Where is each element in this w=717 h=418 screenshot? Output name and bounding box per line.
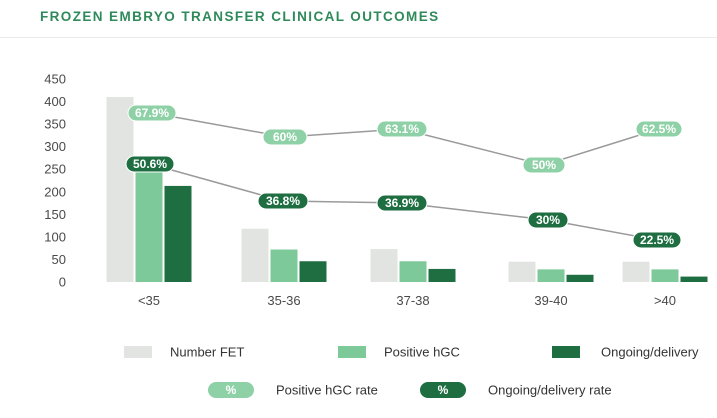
bar	[270, 249, 298, 282]
rate-label: 36.8%	[266, 194, 300, 208]
legend-swatch	[552, 346, 580, 358]
bar	[680, 276, 708, 282]
legend-swatch	[338, 346, 366, 358]
y-tick-label: 450	[44, 72, 66, 87]
legend-label: Number FET	[170, 345, 244, 360]
rate-label-pill	[527, 211, 569, 229]
rate-label: 36.9%	[385, 196, 419, 210]
rate-label-pill	[125, 155, 175, 173]
y-tick-label: 50	[52, 252, 66, 267]
legend-marker-symbol: %	[226, 383, 237, 397]
rate-label-pill	[632, 231, 682, 249]
bar	[106, 97, 134, 283]
bar	[399, 261, 427, 282]
rate-label-pill	[376, 120, 428, 138]
y-tick-label: 150	[44, 207, 66, 222]
rate-label: 63.1%	[385, 122, 419, 136]
bar	[135, 156, 163, 282]
rate-label-pill	[376, 194, 428, 212]
y-tick-label: 300	[44, 139, 66, 154]
legend-swatch	[420, 382, 466, 398]
rate-label: 60%	[273, 130, 297, 144]
rate-label-pill	[262, 128, 308, 146]
y-axis: 0 50 100 150 200 250 300 350 400 450	[44, 72, 66, 290]
legend-marker-symbol: %	[438, 383, 449, 397]
rate-label: 22.5%	[640, 233, 674, 247]
rate-label: 50.6%	[133, 157, 167, 171]
legend-label: Ongoing/delivery rate	[488, 383, 612, 398]
x-tick-label: 39-40	[534, 293, 567, 308]
bar	[428, 268, 456, 282]
bar	[651, 269, 679, 282]
legend-label: Ongoing/delivery	[601, 345, 699, 360]
rate-label: 30%	[536, 213, 560, 227]
legend-label: Positive hGC	[384, 345, 460, 360]
legend-swatch	[124, 346, 152, 358]
x-tick-label: >40	[654, 293, 676, 308]
rate-lines: 67.9% 60% 63.1% 50% 62.5% 50.6% 36.8% 36.9% 30% 2…	[125, 104, 683, 249]
legend-label: Positive hGC rate	[276, 383, 378, 398]
rate-label: 50%	[532, 158, 556, 172]
bar	[537, 269, 565, 282]
bar	[566, 274, 594, 282]
rate-label: 62.5%	[642, 122, 676, 136]
rate-label-pill	[635, 120, 683, 138]
legend-swatch	[208, 382, 254, 398]
x-axis: <35 35-36 37-38 39-40 >40	[138, 293, 676, 308]
bar	[508, 261, 536, 282]
rate-label-pill	[127, 104, 177, 122]
y-tick-label: 250	[44, 162, 66, 177]
bar	[370, 249, 398, 282]
header-divider	[0, 37, 717, 38]
x-tick-label: 35-36	[267, 293, 300, 308]
y-tick-label: 100	[44, 229, 66, 244]
y-tick-label: 350	[44, 117, 66, 132]
y-tick-label: 400	[44, 94, 66, 109]
bars	[106, 97, 708, 283]
y-tick-label: 0	[59, 275, 66, 290]
bar	[164, 185, 192, 282]
bar	[299, 261, 327, 282]
chart-title: FROZEN EMBRYO TRANSFER CLINICAL OUTCOMES	[40, 9, 440, 24]
bar	[241, 228, 269, 282]
x-tick-label: 37-38	[396, 293, 429, 308]
x-tick-label: <35	[138, 293, 160, 308]
y-tick-label: 200	[44, 184, 66, 199]
rate-label-pill	[257, 192, 309, 210]
legend: Number FET Positive hGC Ongoing/delivery% P…	[124, 345, 699, 398]
rate-label: 67.9%	[135, 106, 169, 120]
bar	[622, 261, 650, 282]
rate-label-pill	[522, 156, 566, 174]
